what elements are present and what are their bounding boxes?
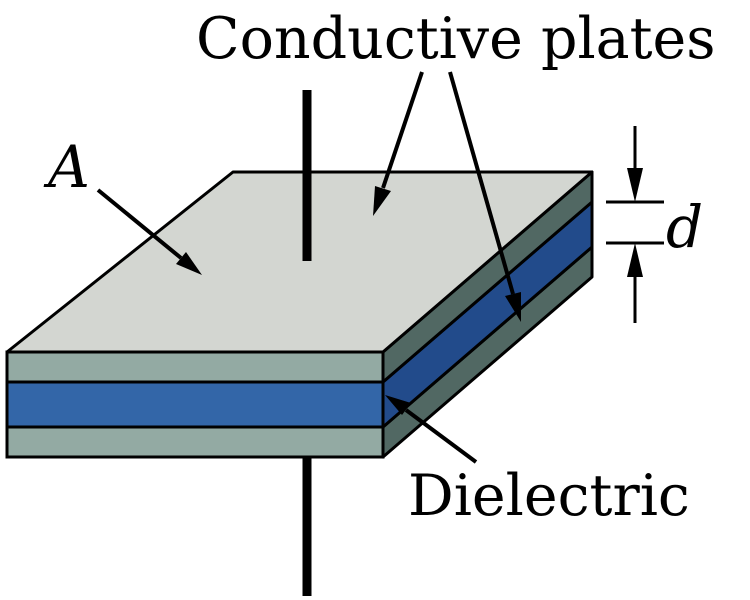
distance-arrowhead-up bbox=[627, 243, 643, 277]
dielectric-front bbox=[5, 380, 385, 429]
bottom-plate-front bbox=[5, 425, 385, 459]
top-plate-front bbox=[5, 350, 385, 384]
arrow-to-top-plate bbox=[373, 71, 424, 216]
arrow-area bbox=[96, 188, 202, 275]
area-label: A bbox=[43, 133, 90, 201]
arrow-to-bottom-plate bbox=[448, 71, 521, 322]
distance-label: d bbox=[666, 193, 703, 261]
distance-arrowhead-down bbox=[627, 168, 643, 202]
conductive-plates-label: Conductive plates bbox=[196, 6, 716, 72]
top-plate-top-face bbox=[5, 170, 594, 354]
distance-indicator bbox=[606, 126, 664, 323]
arrow-dielectric bbox=[385, 395, 478, 464]
dielectric-label: Dielectric bbox=[408, 463, 690, 529]
